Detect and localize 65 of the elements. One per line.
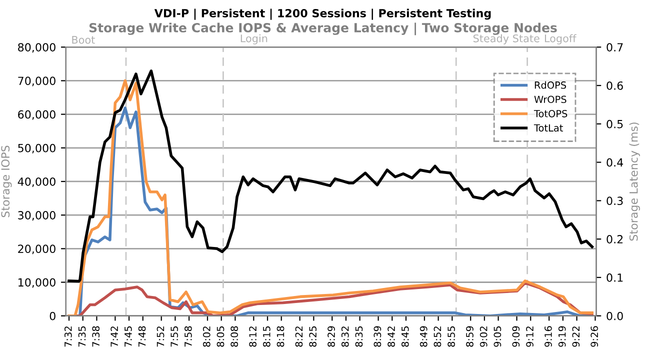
- x-tick-label: 8:59: [466, 326, 474, 347]
- y-tick-label: 30,000: [18, 211, 56, 221]
- ref-line-label: Logoff: [544, 34, 576, 44]
- x-tick-label: 9:09: [512, 326, 520, 347]
- x-tick-label: 8:18: [276, 326, 284, 347]
- y-tick-label: 10,000: [18, 278, 56, 288]
- x-tick-label: 7:58: [184, 326, 192, 347]
- x-tick-label: 9:05: [494, 326, 502, 347]
- x-tick-label: 8:29: [328, 326, 335, 347]
- x-tick-label: 8:49: [420, 326, 428, 347]
- x-tick-label: 7:35: [78, 326, 86, 347]
- y-tick-label: 60,000: [18, 110, 56, 120]
- x-tick-label: 7:45: [124, 326, 132, 347]
- y2-tick-label: 0.5: [606, 120, 623, 128]
- y-tick-label: 40,000: [18, 177, 56, 187]
- x-tick-label: 8:42: [388, 326, 395, 347]
- x-tick-label: 8:25: [309, 326, 317, 347]
- y2-tick-label: 0.7: [606, 43, 623, 52]
- x-tick-label: 9:12: [526, 326, 534, 347]
- y2-tick-label: 0.6: [606, 81, 623, 90]
- x-tick-label: 8:45: [401, 326, 409, 347]
- x-tick-label: 8:55: [448, 326, 455, 347]
- y2-tick-label: 0.0: [606, 312, 623, 320]
- chart-title: VDI-P | Persistent | 1200 Sessions | Persistent Testing: [154, 8, 491, 20]
- y2-tick-label: 0.2: [606, 235, 623, 244]
- x-tick-label: 9:19: [558, 326, 566, 347]
- y2-tick-label: 0.3: [606, 196, 623, 206]
- x-tick-label: 9:26: [590, 326, 598, 347]
- text: Boot: [72, 36, 95, 44]
- x-tick-label: 8:08: [230, 326, 238, 347]
- x-tick-label: 8:39: [374, 326, 382, 347]
- x-tick-label: 7:32: [64, 326, 72, 347]
- x-tick-label: 8:02: [202, 326, 210, 347]
- x-tick-label: 8:05: [216, 326, 224, 347]
- y-axis-title: Storage IOPS: [1, 146, 12, 218]
- x-tick-label: 7:48: [138, 326, 146, 347]
- line-series: [68, 70, 594, 283]
- x-tick-label: 8:12: [249, 326, 256, 347]
- ref-line-label: Steady State: [473, 34, 540, 44]
- ref-line-label: Login: [240, 34, 268, 44]
- legend-label: WrOPS: [534, 96, 566, 104]
- legend-label: TotOPS: [534, 110, 568, 118]
- y2-tick-label: 0.1: [606, 273, 623, 282]
- x-tick-label: 8:32: [341, 326, 349, 347]
- x-tick-label: 8:22: [295, 326, 303, 347]
- x-tick-label: 9:22: [572, 326, 580, 347]
- x-tick-label: 8:15: [262, 326, 270, 347]
- y-tick-label: 0: [50, 312, 56, 320]
- y-tick-label: 70,000: [18, 76, 56, 86]
- x-tick-label: 8:35: [355, 326, 363, 347]
- x-tick-label: 9:02: [480, 326, 488, 347]
- y2-tick-label: 0.4: [606, 158, 624, 167]
- x-tick-label: 7:55: [170, 326, 178, 347]
- chart-subtitle: Storage Write Cache IOPS & Average Latency | Two Storage Nodes: [89, 22, 557, 36]
- x-tick-label: 9:16: [544, 326, 552, 347]
- x-tick-label: 8:52: [434, 326, 442, 347]
- legend-label: RdOPS: [534, 81, 566, 89]
- x-tick-label: 7:42: [110, 326, 118, 347]
- y-tick-label: 50,000: [18, 144, 56, 154]
- x-tick-label: 7:38: [92, 326, 100, 347]
- y2-axis-title: Storage Latency (ms): [629, 122, 640, 241]
- legend-label: TotLat: [534, 124, 563, 132]
- y-tick-label: 20,000: [18, 244, 56, 254]
- y-tick-label: 80,000: [18, 43, 56, 53]
- x-tick-label: 7:52: [156, 326, 164, 347]
